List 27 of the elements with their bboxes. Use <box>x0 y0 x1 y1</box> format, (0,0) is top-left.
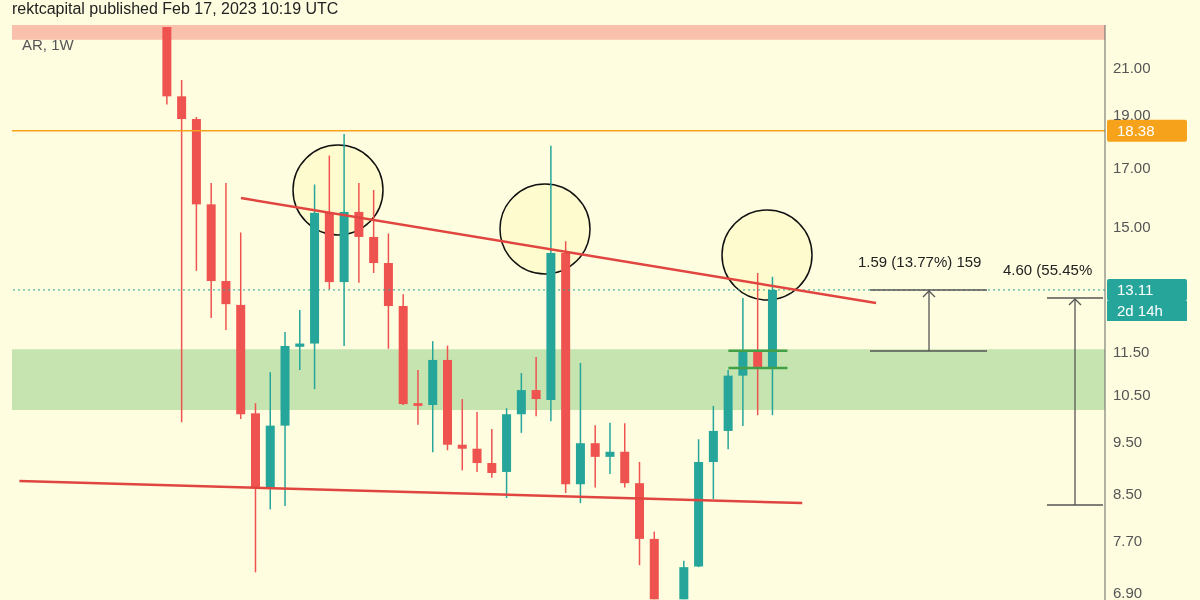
candlestick <box>590 424 600 489</box>
y-tick-label: 9.50 <box>1113 433 1143 451</box>
y-tick-label: 21.00 <box>1113 59 1151 77</box>
candlestick <box>531 356 541 417</box>
y-tick-label: 19.00 <box>1113 106 1151 124</box>
y-tick-label: 6.90 <box>1113 583 1143 600</box>
candlestick <box>472 411 482 473</box>
y-tick-label: 10.50 <box>1113 385 1151 403</box>
candlestick <box>177 79 187 424</box>
candlestick <box>487 428 497 479</box>
text: AR, 1W <box>22 36 74 53</box>
y-tick-label: 17.00 <box>1113 158 1151 176</box>
annotation: 4.60 (55.45% <box>1003 260 1093 280</box>
candlestick <box>295 309 305 371</box>
candlestick <box>457 398 467 472</box>
candlestick <box>413 369 423 426</box>
annotation: 1.59 (13.77%) 159 <box>858 252 982 272</box>
y-tick-label: 15.00 <box>1113 217 1151 235</box>
ref-line-label: 18.38 <box>1117 121 1155 139</box>
candlestick <box>605 422 615 475</box>
y-tick-label: 7.70 <box>1113 532 1143 550</box>
y-tick-label: 11.50 <box>1113 343 1150 360</box>
text: 2d 14h <box>1107 301 1187 321</box>
candlestick <box>221 182 231 331</box>
ref-line-label: 13.11 <box>1117 280 1154 298</box>
y-tick-label: 8.50 <box>1113 485 1143 503</box>
chart-subtitle: rektcapital published Feb 17, 2023 10:19 UTC <box>12 0 339 18</box>
